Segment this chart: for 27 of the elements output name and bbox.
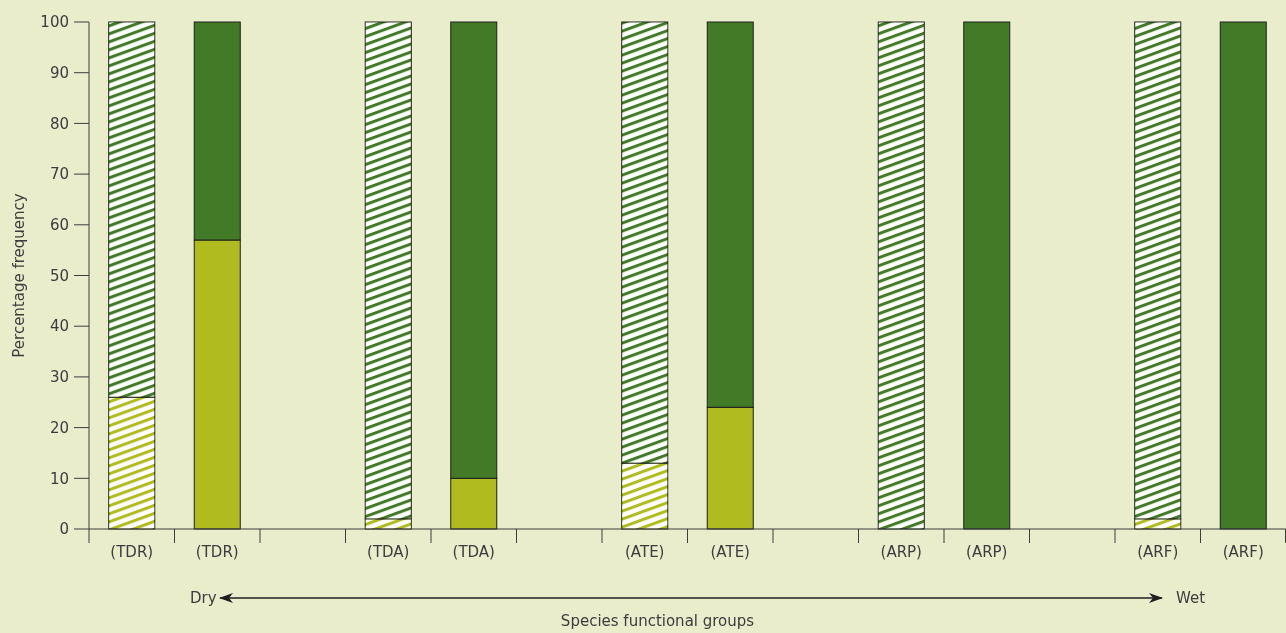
x-tick-label: (ATE) bbox=[625, 543, 665, 561]
x-tick-label: (ARP) bbox=[966, 543, 1008, 561]
y-tick-label: 60 bbox=[49, 216, 69, 235]
x-tick-label: (ARF) bbox=[1222, 543, 1264, 561]
y-tick-label: 40 bbox=[49, 317, 69, 336]
x-tick-label: (TDR) bbox=[195, 543, 239, 561]
text: Wet bbox=[1176, 589, 1206, 608]
y-tick-label: 0 bbox=[59, 520, 69, 539]
y-tick-label: 50 bbox=[49, 266, 69, 285]
y-tick-label: 90 bbox=[49, 63, 69, 82]
x-tick-label: (ATE) bbox=[710, 543, 750, 561]
bar bbox=[963, 21, 1011, 530]
x-tick-label: (TDA) bbox=[367, 543, 410, 561]
y-axis-title: Percentage frequency bbox=[10, 193, 28, 358]
x-tick-label: (TDA) bbox=[452, 543, 495, 561]
y-tick-label: 10 bbox=[49, 469, 69, 488]
y-tick-label: 80 bbox=[49, 114, 69, 133]
bar bbox=[1219, 21, 1267, 530]
y-tick-label: 20 bbox=[49, 418, 69, 437]
y-tick-label: 30 bbox=[49, 368, 69, 387]
y-tick-label: 100 bbox=[40, 13, 69, 32]
x-tick-label: (ARP) bbox=[880, 543, 922, 561]
x-tick-label: (TDR) bbox=[110, 543, 154, 561]
y-tick-label: 70 bbox=[49, 165, 69, 184]
text: Dry bbox=[190, 589, 217, 608]
x-axis-title: Species functional groups bbox=[560, 612, 755, 630]
x-tick-label: (ARF) bbox=[1137, 543, 1179, 561]
